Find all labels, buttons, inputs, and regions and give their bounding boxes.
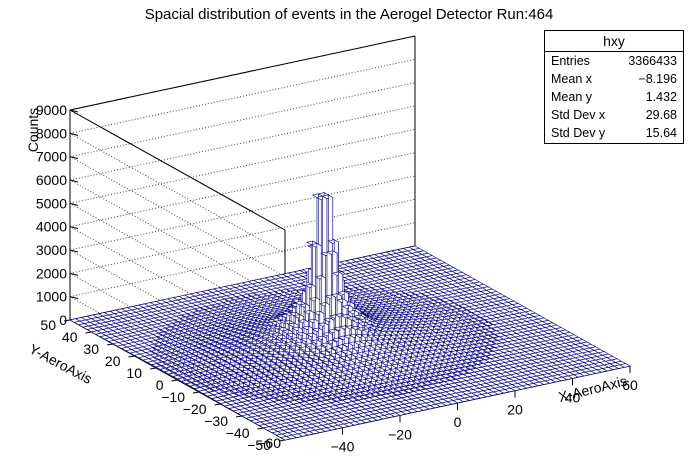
z-grid-line xyxy=(69,105,416,181)
z-grid-line xyxy=(69,179,286,301)
z-grid-line xyxy=(69,128,416,204)
z-tick xyxy=(69,202,79,206)
z-tick xyxy=(69,109,79,113)
bars-layer xyxy=(69,192,631,441)
z-grid-line xyxy=(69,58,416,134)
z-tick xyxy=(69,156,79,160)
z-tick xyxy=(69,296,79,300)
y-tick xyxy=(235,415,243,418)
y-tick xyxy=(171,379,178,382)
z-grid-line xyxy=(69,198,416,274)
z-grid-line xyxy=(69,132,286,254)
z-grid-line xyxy=(69,82,416,158)
y-tick xyxy=(149,367,157,370)
y-tick xyxy=(85,331,92,334)
y-tick xyxy=(278,439,286,442)
y-tick xyxy=(106,343,114,346)
y-tick xyxy=(257,427,264,430)
y-tick xyxy=(128,355,135,358)
z-grid-line xyxy=(69,222,416,298)
side-wall-top-edge xyxy=(69,109,286,231)
z-tick xyxy=(69,272,79,276)
chart-title: Spacial distribution of events in the Ae… xyxy=(144,6,554,23)
z-grid-line xyxy=(69,226,286,348)
z-grid-line xyxy=(69,156,286,278)
y-tick xyxy=(214,403,221,406)
back-wall-top-edge xyxy=(69,35,416,111)
z-tick xyxy=(69,249,79,253)
z-grid-line xyxy=(69,202,286,324)
z-grid-line xyxy=(69,152,416,228)
z-tick xyxy=(69,226,79,230)
y-tick xyxy=(192,391,200,394)
z-tick xyxy=(69,179,79,183)
y-tick xyxy=(63,319,71,322)
z-grid-line xyxy=(69,175,416,251)
z-tick xyxy=(69,132,79,136)
